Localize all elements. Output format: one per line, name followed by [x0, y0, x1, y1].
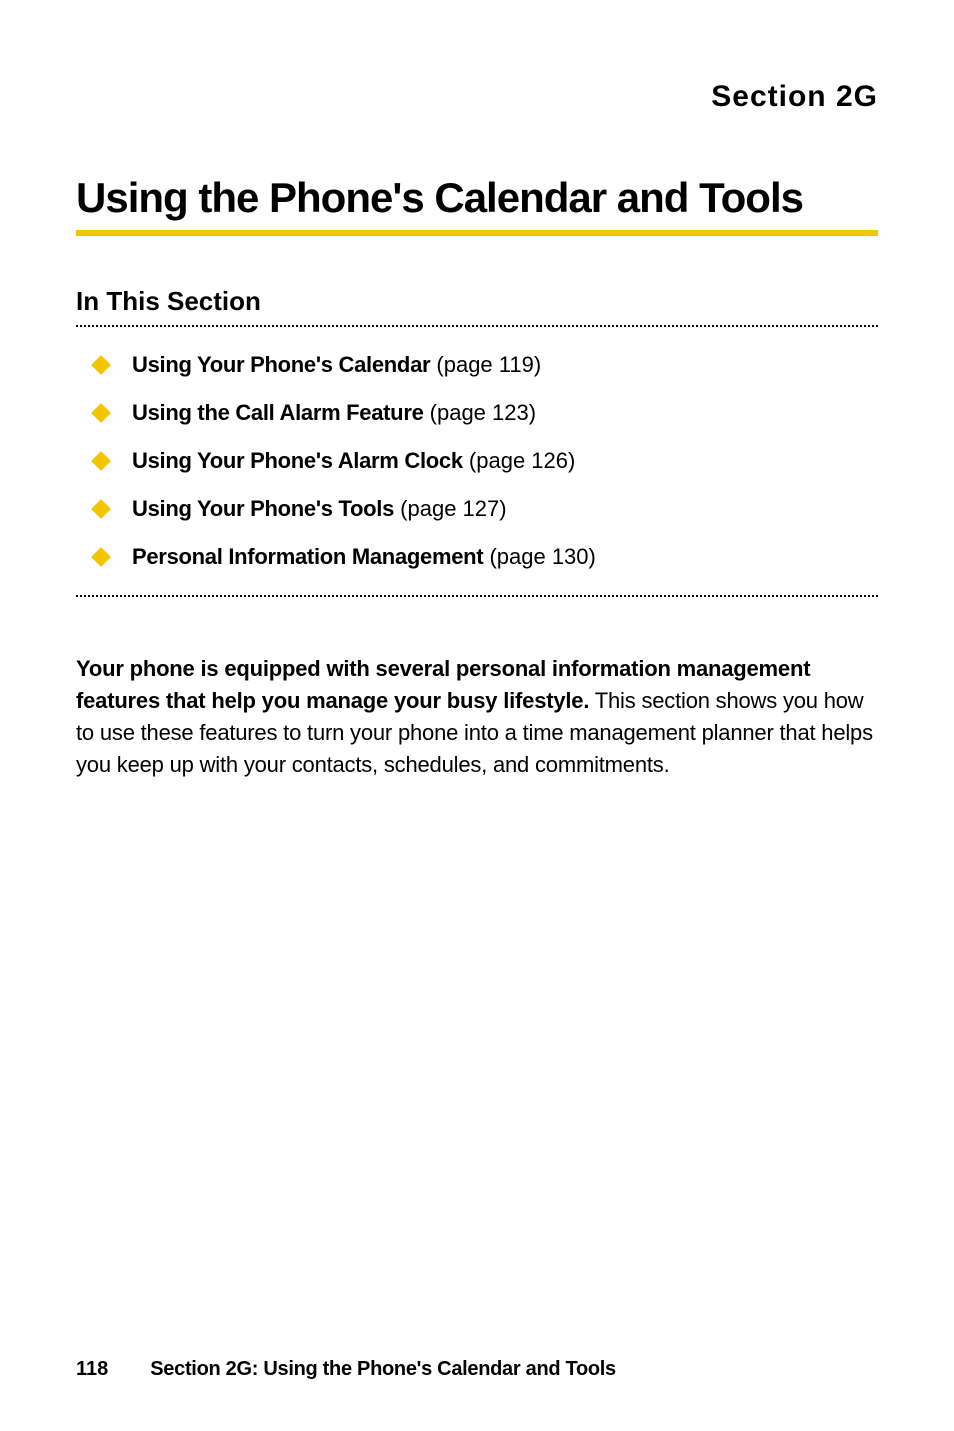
title-underline — [76, 230, 878, 236]
footer-page-number: 118 — [76, 1358, 108, 1381]
toc-label: Personal Information Management — [132, 544, 483, 569]
toc-text: Using Your Phone's Tools (page 127) — [132, 496, 507, 522]
toc-item: Using the Call Alarm Feature (page 123) — [94, 389, 878, 437]
toc-label: Using the Call Alarm Feature — [132, 400, 424, 425]
diamond-bullet-icon — [91, 355, 111, 375]
toc-text: Personal Information Management (page 13… — [132, 544, 596, 570]
body-paragraph: Your phone is equipped with several pers… — [76, 653, 878, 781]
toc-item: Personal Information Management (page 13… — [94, 533, 878, 581]
diamond-bullet-icon — [91, 499, 111, 519]
toc-label: Using Your Phone's Tools — [132, 496, 394, 521]
section-label: Section 2G — [76, 80, 878, 114]
diamond-bullet-icon — [91, 403, 111, 423]
in-this-section-heading: In This Section — [76, 286, 878, 317]
toc-page-ref: (page 127) — [394, 496, 507, 521]
divider-bottom — [76, 595, 878, 597]
page-footer: 118 Section 2G: Using the Phone's Calend… — [76, 1358, 878, 1381]
toc-text: Using the Call Alarm Feature (page 123) — [132, 400, 536, 426]
table-of-contents: Using Your Phone's Calendar (page 119) U… — [76, 327, 878, 595]
document-page: Section 2G Using the Phone's Calendar an… — [0, 0, 954, 1431]
toc-item: Using Your Phone's Tools (page 127) — [94, 485, 878, 533]
diamond-bullet-icon — [91, 451, 111, 471]
toc-page-ref: (page 123) — [424, 400, 537, 425]
footer-section-title: Section 2G: Using the Phone's Calendar a… — [150, 1358, 616, 1381]
toc-page-ref: (page 119) — [430, 352, 541, 377]
page-title: Using the Phone's Calendar and Tools — [76, 174, 878, 222]
toc-page-ref: (page 126) — [463, 448, 576, 473]
toc-text: Using Your Phone's Calendar (page 119) — [132, 352, 541, 378]
toc-label: Using Your Phone's Alarm Clock — [132, 448, 463, 473]
toc-text: Using Your Phone's Alarm Clock (page 126… — [132, 448, 575, 474]
diamond-bullet-icon — [91, 547, 111, 567]
toc-item: Using Your Phone's Calendar (page 119) — [94, 341, 878, 389]
toc-item: Using Your Phone's Alarm Clock (page 126… — [94, 437, 878, 485]
toc-label: Using Your Phone's Calendar — [132, 352, 430, 377]
toc-page-ref: (page 130) — [483, 544, 596, 569]
